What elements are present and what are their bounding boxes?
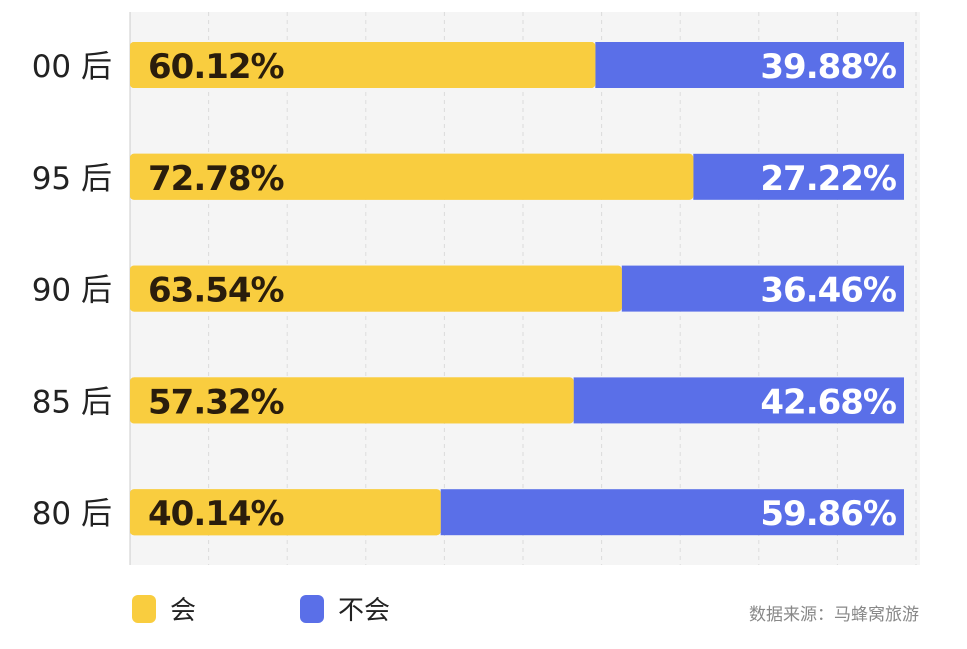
legend-item-hui: 会	[132, 590, 196, 627]
data-label: 36.46%	[760, 271, 896, 311]
bar-segment-overlay	[130, 153, 694, 200]
data-label: 57.32%	[148, 382, 284, 422]
data-label: 27.22%	[760, 159, 896, 199]
legend-label: 会	[170, 596, 197, 626]
category-label: 90 后	[32, 273, 112, 309]
data-source: 数据来源：马蜂窝旅游	[749, 605, 919, 625]
category-label: 85 后	[32, 384, 112, 420]
bar-segment-overlay	[130, 265, 622, 312]
category-label: 00 后	[32, 49, 112, 85]
category-label: 95 后	[32, 161, 112, 197]
data-label: 59.86%	[760, 494, 896, 534]
data-label: 63.54%	[148, 271, 284, 311]
data-label: 60.12%	[148, 47, 284, 87]
bar-segment	[621, 265, 904, 312]
bar-segment	[440, 489, 904, 536]
bar-segment	[595, 42, 904, 88]
data-label: 72.78%	[148, 159, 284, 199]
bar-segment-overlay	[130, 377, 574, 424]
data-label: 39.88%	[760, 47, 896, 87]
data-label: 40.14%	[148, 494, 284, 534]
data-label: 42.68%	[760, 382, 896, 422]
legend-swatch	[132, 594, 156, 623]
legend-label: 不会	[338, 596, 391, 626]
legend-swatch	[300, 594, 324, 623]
category-label: 80 后	[32, 496, 112, 532]
bar-segment-overlay	[130, 42, 596, 88]
bar-segment	[693, 153, 904, 200]
bar-segment-overlay	[130, 489, 441, 536]
bar-segment	[573, 377, 904, 424]
legend-item-buhui: 不会	[300, 590, 390, 627]
